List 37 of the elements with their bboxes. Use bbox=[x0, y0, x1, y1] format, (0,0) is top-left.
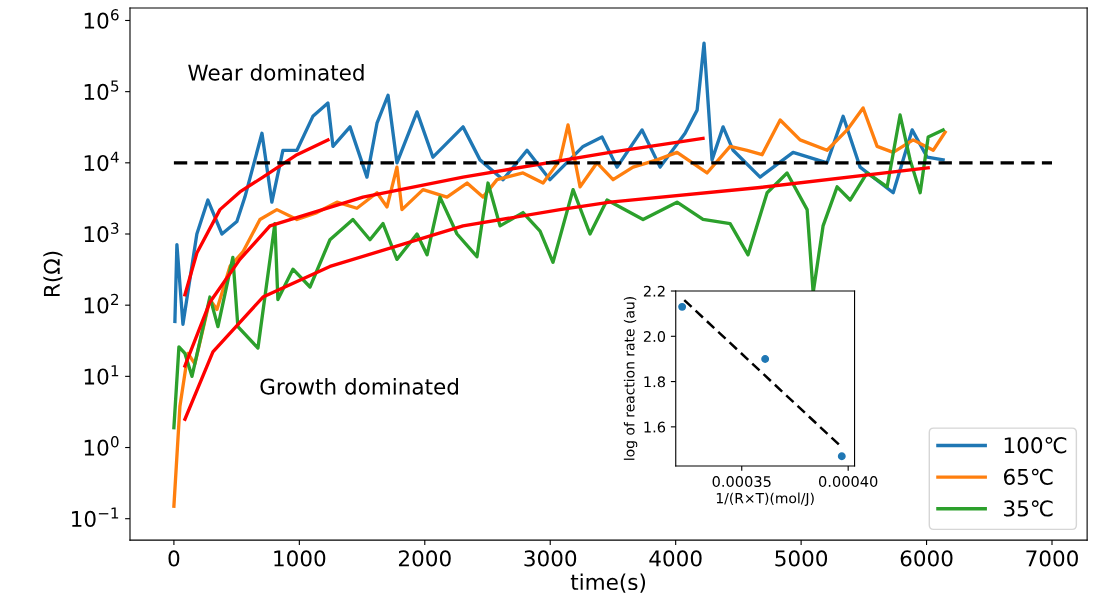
point bbox=[761, 354, 770, 363]
x-tick-label: 1000 bbox=[274, 550, 326, 567]
line-series bbox=[183, 166, 930, 421]
y-tick-label: 1.8 bbox=[644, 376, 666, 388]
y-tick-label: 10$^{0}$ bbox=[84, 436, 119, 456]
x-tick-label: 0.00035 bbox=[712, 475, 771, 488]
x-tick-label: 6000 bbox=[900, 550, 953, 567]
x-tick-label: 0 bbox=[168, 550, 180, 567]
point bbox=[678, 302, 687, 311]
x-tick-label: 7000 bbox=[1026, 550, 1078, 567]
y-tick-label: 2.2 bbox=[643, 285, 665, 297]
point bbox=[837, 452, 846, 461]
legend-label: 100℃ bbox=[1004, 437, 1067, 454]
y-tick-label: 10$^{6}$ bbox=[84, 9, 119, 29]
y-axis-title: log of reaction rate (au) bbox=[623, 297, 638, 460]
x-axis-title: 1/(R×T)(mol/J) bbox=[716, 492, 814, 506]
legend-label: 35℃ bbox=[1004, 500, 1053, 517]
y-tick-label: 10$^{4}$ bbox=[84, 151, 119, 172]
y-tick-label: 2.0 bbox=[643, 331, 666, 343]
x-tick-label: 5000 bbox=[775, 550, 828, 567]
annotation: Growth dominated bbox=[260, 378, 458, 395]
x-tick-label: 2000 bbox=[398, 550, 451, 567]
x-tick-label: 3000 bbox=[524, 550, 577, 567]
x-tick-label: 0.00040 bbox=[818, 475, 878, 488]
y-tick-label: 10$^{2}$ bbox=[84, 293, 119, 314]
annotation: Wear dominated bbox=[188, 64, 364, 81]
legend-label: 65℃ bbox=[1003, 468, 1053, 485]
y-tick-label: 10$^{3}$ bbox=[84, 222, 119, 243]
y-tick-label: 1.6 bbox=[644, 421, 666, 433]
x-axis-title: time(s) bbox=[570, 573, 646, 593]
line-series bbox=[173, 41, 945, 326]
y-tick-label: 10$^{5}$ bbox=[84, 80, 119, 100]
y-tick-label: 10$^{1}$ bbox=[84, 365, 119, 385]
line-series bbox=[183, 138, 330, 297]
y-axis-title: R(Ω) bbox=[43, 251, 63, 297]
y-tick-label: 10$^{−1}$ bbox=[72, 507, 119, 528]
x-tick-label: 4000 bbox=[649, 550, 702, 567]
